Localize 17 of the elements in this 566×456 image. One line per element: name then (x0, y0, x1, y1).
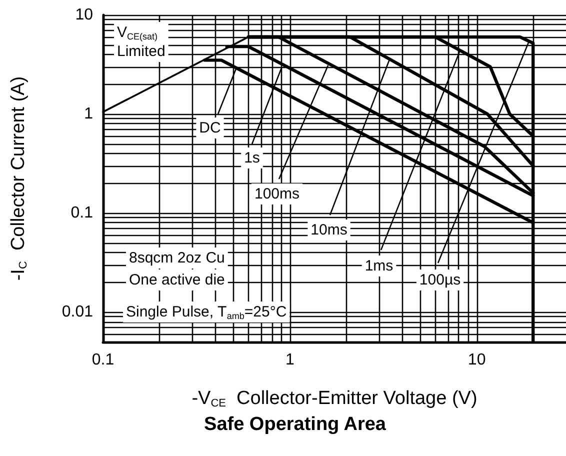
annotation: 10ms (310, 222, 348, 238)
y-axis-title: -IC Collector Current (A) (8, 76, 30, 281)
annotation: 1s (244, 150, 260, 166)
x-tick-label: 1 (285, 352, 294, 368)
text: Safe Operating Area (204, 414, 386, 435)
annotation: 100ms (254, 186, 300, 202)
x-tick-label: 10 (468, 352, 486, 368)
y-tick-label: 10 (75, 6, 94, 24)
y-tick-label: 1 (84, 106, 94, 123)
y-tick-label: 0.1 (70, 204, 94, 222)
y-tick-label: 0.01 (62, 304, 94, 321)
annotation: 1ms (364, 258, 394, 274)
annotation: 8sqcm 2oz Cu (129, 250, 225, 266)
x-tick-label: 0.1 (92, 352, 114, 368)
annotation: 100µs (419, 272, 461, 288)
annotation: DC (199, 120, 221, 136)
annotation: One active die (129, 272, 225, 288)
